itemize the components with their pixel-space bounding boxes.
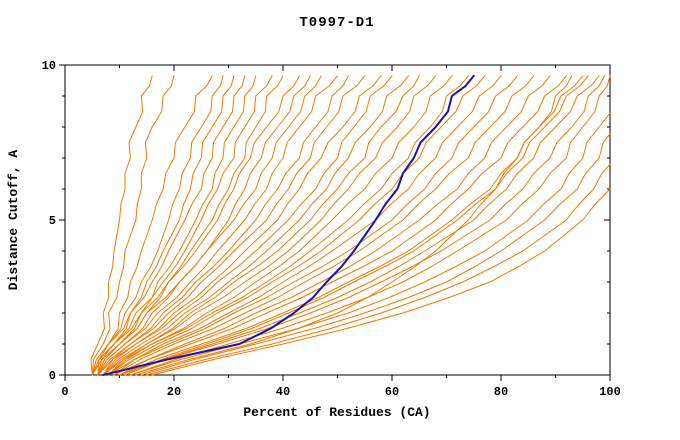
x-tick-label: 20 [167, 385, 181, 399]
model-curve [97, 75, 338, 376]
model-curve [102, 75, 469, 376]
model-curve [97, 75, 235, 376]
model-curve [91, 75, 246, 376]
y-tick-label: 10 [42, 59, 56, 73]
model-curve [124, 75, 600, 376]
model-curve [119, 75, 605, 376]
model-curve [140, 133, 611, 376]
model-curve [108, 75, 420, 376]
model-curve [108, 75, 486, 376]
model-curve [91, 75, 175, 376]
model-curve [129, 75, 611, 376]
model-curve [119, 75, 551, 376]
y-tick-label: 0 [49, 369, 56, 383]
model-curve [151, 188, 611, 376]
model-curve [108, 75, 518, 376]
model-curve [108, 75, 453, 376]
model-curve [91, 75, 273, 376]
model-curve [102, 75, 382, 376]
model-curve [97, 75, 393, 376]
plot-area: 0 20 40 60 80 100 0 5 10 [42, 59, 621, 399]
model-curve [97, 75, 213, 376]
model-curve [102, 75, 409, 376]
model-curve [124, 75, 589, 376]
chart-title: T0997-D1 [299, 15, 374, 31]
model-curve [113, 75, 535, 376]
model-curve [91, 75, 300, 376]
model-curve [97, 75, 366, 376]
model-curve [97, 75, 257, 376]
x-tick-label: 40 [276, 385, 290, 399]
y-tick-label: 5 [49, 214, 56, 228]
model-curve [102, 75, 349, 376]
model-curve [113, 75, 567, 376]
model-curve [97, 75, 311, 376]
model-curve [129, 112, 611, 376]
model-curve [91, 75, 322, 376]
model-curve [135, 75, 573, 376]
x-tick-label: 100 [599, 385, 621, 399]
y-axis-label: Distance Cutoff, A [6, 150, 21, 291]
model-curve [90, 75, 153, 376]
model-curve [91, 75, 224, 376]
model-curve [102, 75, 437, 376]
model-curve [119, 75, 584, 376]
highlighted-curve [102, 74, 475, 376]
x-axis-label: Percent of Residues (CA) [243, 405, 430, 420]
x-tick-label: 60 [385, 385, 399, 399]
x-tick-label: 80 [494, 385, 508, 399]
x-tick-label: 0 [61, 385, 68, 399]
model-curve [146, 163, 611, 376]
